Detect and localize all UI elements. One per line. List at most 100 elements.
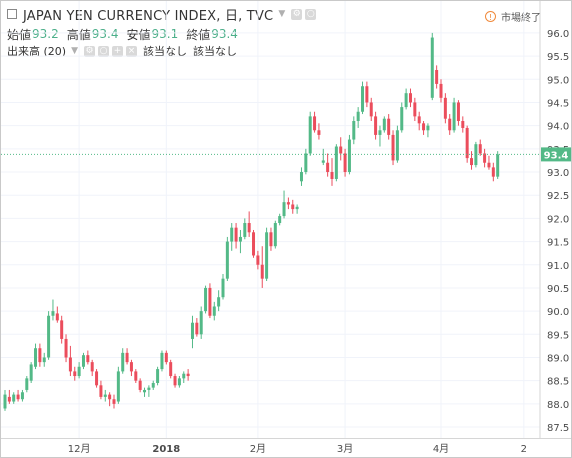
- grid-lines: [1, 1, 540, 438]
- open-value: 93.2: [32, 27, 59, 41]
- candle: [116, 366, 120, 404]
- candle: [400, 102, 404, 133]
- candle: [321, 148, 325, 166]
- chevron-down-icon[interactable]: ▼: [71, 46, 78, 56]
- candle: [99, 380, 103, 400]
- candle: [186, 369, 190, 381]
- candle: [361, 81, 365, 115]
- candles: [3, 32, 500, 411]
- candle: [38, 343, 42, 367]
- candle: [374, 111, 378, 140]
- candle: [134, 369, 138, 383]
- candle: [435, 65, 439, 89]
- candle: [230, 223, 234, 251]
- candle: [138, 378, 142, 393]
- last-price-text: 93.4: [544, 150, 569, 161]
- candle: [7, 389, 11, 404]
- candle: [448, 114, 452, 135]
- candle: [265, 227, 269, 281]
- candle: [456, 100, 460, 126]
- candle: [465, 125, 469, 163]
- candle: [51, 299, 55, 321]
- volume-value: 該当なし: [143, 45, 187, 58]
- market-status: ! 市場終了: [485, 9, 541, 24]
- candle: [47, 311, 51, 360]
- price-axis[interactable]: 96.095.595.094.594.093.593.092.592.091.5…: [547, 29, 569, 434]
- candle: [25, 376, 29, 393]
- candle: [143, 387, 147, 397]
- candle: [417, 111, 421, 131]
- candle: [452, 97, 456, 133]
- candle: [121, 348, 125, 374]
- price-tick-label: 88.0: [547, 400, 569, 411]
- time-tick-label: 2月: [250, 443, 266, 455]
- close-label: 終値: [186, 27, 211, 42]
- settings-icon[interactable]: ⚙: [84, 45, 95, 57]
- candle: [356, 107, 360, 128]
- hide-icon[interactable]: ○: [98, 45, 109, 57]
- candle: [470, 151, 474, 170]
- candle: [160, 350, 164, 372]
- candle: [252, 229, 256, 258]
- candle: [282, 190, 286, 219]
- collapse-toggle-icon[interactable]: [7, 9, 17, 19]
- symbol-title[interactable]: JAPAN YEN CURRENCY INDEX, 日, TVC: [23, 8, 274, 24]
- candle: [225, 236, 229, 281]
- candle: [286, 197, 290, 210]
- candle: [269, 227, 273, 251]
- price-tick-label: 89.0: [547, 353, 569, 364]
- market-status-label: 市場終了: [501, 13, 541, 24]
- time-axis[interactable]: 12月 2018 2月 3月 4月 2: [68, 443, 527, 455]
- candle: [73, 366, 77, 381]
- candle: [413, 97, 417, 122]
- low-label: 安値: [126, 27, 151, 42]
- clock-icon: !: [485, 11, 496, 22]
- candle: [125, 348, 129, 365]
- candle: [112, 394, 116, 409]
- candle: [430, 32, 434, 101]
- candle: [391, 130, 395, 166]
- candle: [108, 392, 112, 407]
- candle: [278, 213, 282, 226]
- candle: [483, 148, 487, 168]
- candle: [182, 371, 186, 383]
- candle: [77, 362, 81, 379]
- volume-ma-value: 該当なし: [193, 45, 237, 58]
- add-icon[interactable]: +: [112, 45, 123, 57]
- candle: [147, 385, 151, 397]
- candle: [299, 167, 303, 186]
- price-tick-label: 93.0: [547, 168, 569, 179]
- price-tick-label: 89.5: [547, 330, 569, 341]
- candle: [304, 148, 308, 175]
- hide-icon[interactable]: ○: [305, 8, 317, 20]
- candle: [86, 350, 90, 365]
- time-tick-label: 12月: [68, 443, 91, 455]
- candle: [164, 350, 168, 365]
- candle: [16, 389, 20, 402]
- price-tick-label: 91.0: [547, 261, 569, 272]
- price-tick-label: 88.5: [547, 377, 569, 388]
- candle: [487, 155, 491, 170]
- close-icon[interactable]: ×: [126, 45, 137, 57]
- candle: [234, 223, 238, 249]
- price-tick-label: 95.0: [547, 75, 569, 86]
- candle: [68, 345, 72, 377]
- candle: [55, 306, 59, 323]
- candle: [461, 116, 465, 133]
- candle: [217, 290, 221, 312]
- settings-icon[interactable]: ⚙: [291, 8, 303, 20]
- candle: [382, 116, 386, 133]
- candle: [221, 274, 225, 300]
- last-price-label: 93.4: [541, 147, 571, 162]
- candle: [326, 153, 330, 177]
- candle: [273, 220, 277, 249]
- chevron-down-icon[interactable]: ▼: [278, 9, 286, 19]
- candle: [247, 211, 251, 237]
- candle: [343, 148, 347, 177]
- candle: [308, 111, 312, 156]
- candle: [156, 366, 160, 386]
- volume-label[interactable]: 出来高 (20): [7, 45, 67, 58]
- candle: [190, 315, 194, 349]
- candle: [81, 352, 85, 370]
